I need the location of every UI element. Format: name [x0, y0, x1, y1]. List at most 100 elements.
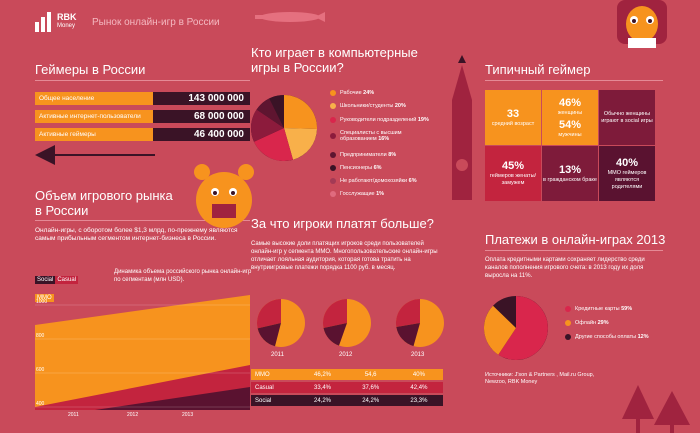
pay-pie-2012: [322, 299, 371, 347]
legend-label: Офлайн: [575, 320, 597, 326]
y-tick: 600: [36, 367, 45, 373]
payments-title-underline: [485, 250, 663, 251]
bear-top-icon: [617, 0, 667, 48]
typical-title-underline: [485, 80, 663, 81]
who-legend-item: Пенсионеры 6%: [330, 165, 382, 171]
pay-pie-2013: [395, 298, 444, 347]
pay-row-value: 23,3%: [410, 397, 428, 404]
legend-value: 24%: [363, 90, 375, 96]
logo-text: RBK: [57, 12, 77, 22]
legend-label: Руководители подразделений: [340, 117, 417, 123]
legend-social: Social: [35, 276, 56, 284]
legend-dot: [330, 133, 336, 139]
y-tick: 1000: [36, 299, 48, 305]
legend-value: 6%: [373, 165, 382, 171]
pie-slice-heads: [254, 128, 293, 162]
legend-dot: [330, 191, 336, 197]
pie-slice-entrepreneurs: [256, 98, 284, 128]
stat-row-gamers: Активные геймеры 46 400 000: [35, 128, 250, 141]
pay-row-value: 46,2%: [313, 371, 331, 378]
pay-pie-2011: [256, 299, 305, 347]
pie-slice-retired: [269, 95, 284, 128]
who-legend-item: Руководители подразделений 19%: [330, 117, 429, 123]
stat-label: Активные интернет-пользователи: [35, 110, 153, 123]
market-area-chart: [35, 295, 250, 410]
legend-mmo: MMO: [35, 294, 54, 302]
typical-label: Обычно женщины играют в social игры: [601, 110, 653, 124]
pay-row-name: MMO: [255, 371, 270, 378]
pay-year: 2013: [411, 352, 425, 358]
payments-pie-chart: [484, 296, 548, 360]
legend-dot: [330, 165, 336, 171]
page-title: Рынок онлайн-игр в России: [92, 17, 220, 28]
x-tick: 2013: [182, 412, 194, 418]
typical-label: MMO геймеров являются родителями: [607, 169, 647, 190]
legend-value: 19%: [417, 117, 429, 123]
market-title: Объем игрового рынка в России: [35, 188, 173, 218]
pay-row-name: Social: [255, 397, 272, 404]
legend-label: Специалисты с высшим образованием: [340, 130, 402, 142]
typical-value: 45%: [501, 160, 525, 172]
balalaika-icon: [35, 145, 155, 165]
legend-value: 1%: [376, 191, 385, 197]
typical-age-cell: 33 средний возраст: [485, 90, 541, 145]
pay-row-value: 42,4%: [410, 384, 428, 391]
stat-row-internet: Активные интернет-пользователи 68 000 00…: [35, 110, 250, 123]
gamers-title: Геймеры в России: [35, 62, 146, 77]
stat-label: Активные геймеры: [35, 128, 153, 141]
market-title-line1: Объем игрового рынка: [35, 188, 173, 203]
typical-gender-cell: 46% женщины 54% мужчины: [542, 90, 598, 145]
pay-table-row: Social 24,2% 24,2% 23,3%: [251, 395, 443, 406]
market-title-underline: [35, 220, 250, 221]
typical-label: геймеров женаты/замужем: [489, 173, 537, 186]
x-tick: 2012: [127, 412, 139, 418]
typical-value: 33: [506, 107, 520, 120]
legend-dot: [330, 152, 336, 158]
pay-year: 2011: [271, 352, 284, 358]
payments-title: Платежи в онлайн-играх 2013: [485, 232, 666, 247]
legend-dot: [330, 90, 336, 96]
logo[interactable]: RBK Money: [35, 12, 83, 34]
typical-label: мужчины: [558, 131, 582, 138]
pie-slice-cards: [498, 296, 548, 360]
who-title: Кто играет в компьютерные игры в России?: [251, 45, 418, 75]
who-legend-item: Школьники/студенты 20%: [330, 103, 406, 109]
who-title-line2: игры в России?: [251, 60, 344, 75]
typical-label: в гражданском браке: [543, 176, 597, 183]
pie-slice-offline: [484, 305, 516, 355]
logo-bars-icon: [35, 12, 53, 32]
market-text: Онлайн-игры, с оборотом более $1,3 млрд,…: [35, 227, 238, 242]
y-tick: 800: [36, 333, 45, 339]
legend-dot: [565, 334, 571, 340]
who-pie-chart: [250, 95, 318, 162]
legend-dot: [565, 306, 571, 312]
market-title-line2: в России: [35, 203, 89, 218]
legend-value: 16%: [378, 136, 390, 142]
pay-row-value: 37,6%: [362, 384, 380, 391]
legend-value: 8%: [388, 152, 397, 158]
payments-text: Оплата кредитными картами сохраняет лиде…: [485, 257, 645, 279]
stat-value: 143 000 000: [153, 92, 250, 105]
typical-value: 40%: [615, 156, 639, 169]
who-legend-item: Предприниматели 8%: [330, 152, 396, 158]
trees-icon: [622, 385, 690, 433]
legend-dot: [330, 103, 336, 109]
bear-icon: [194, 164, 254, 228]
who-title-line1: Кто играет в компьютерные: [251, 45, 418, 60]
pay-year: 2012: [339, 352, 353, 358]
legend-value: 29%: [597, 320, 609, 326]
pie-slice-workers: [284, 95, 318, 129]
typical-social-cell: Обычно женщины играют в social игры: [599, 90, 655, 145]
x-tick: 2011: [68, 412, 79, 418]
pay-row-value: 33,4%: [313, 384, 331, 391]
pay-row-value: 40%: [412, 371, 425, 378]
legend-value: 20%: [394, 103, 406, 109]
typical-title: Типичный геймер: [485, 62, 591, 77]
payments-legend-item: Офлайн 29%: [565, 320, 609, 326]
pay-title: За что игроки платят больше?: [251, 216, 434, 231]
typical-value: 46%: [558, 96, 582, 109]
legend-label: Госслужащие: [340, 191, 375, 197]
legend-dot: [330, 178, 336, 184]
legend-label: Кредитные карты: [575, 306, 620, 312]
stat-value: 68 000 000: [153, 110, 250, 123]
